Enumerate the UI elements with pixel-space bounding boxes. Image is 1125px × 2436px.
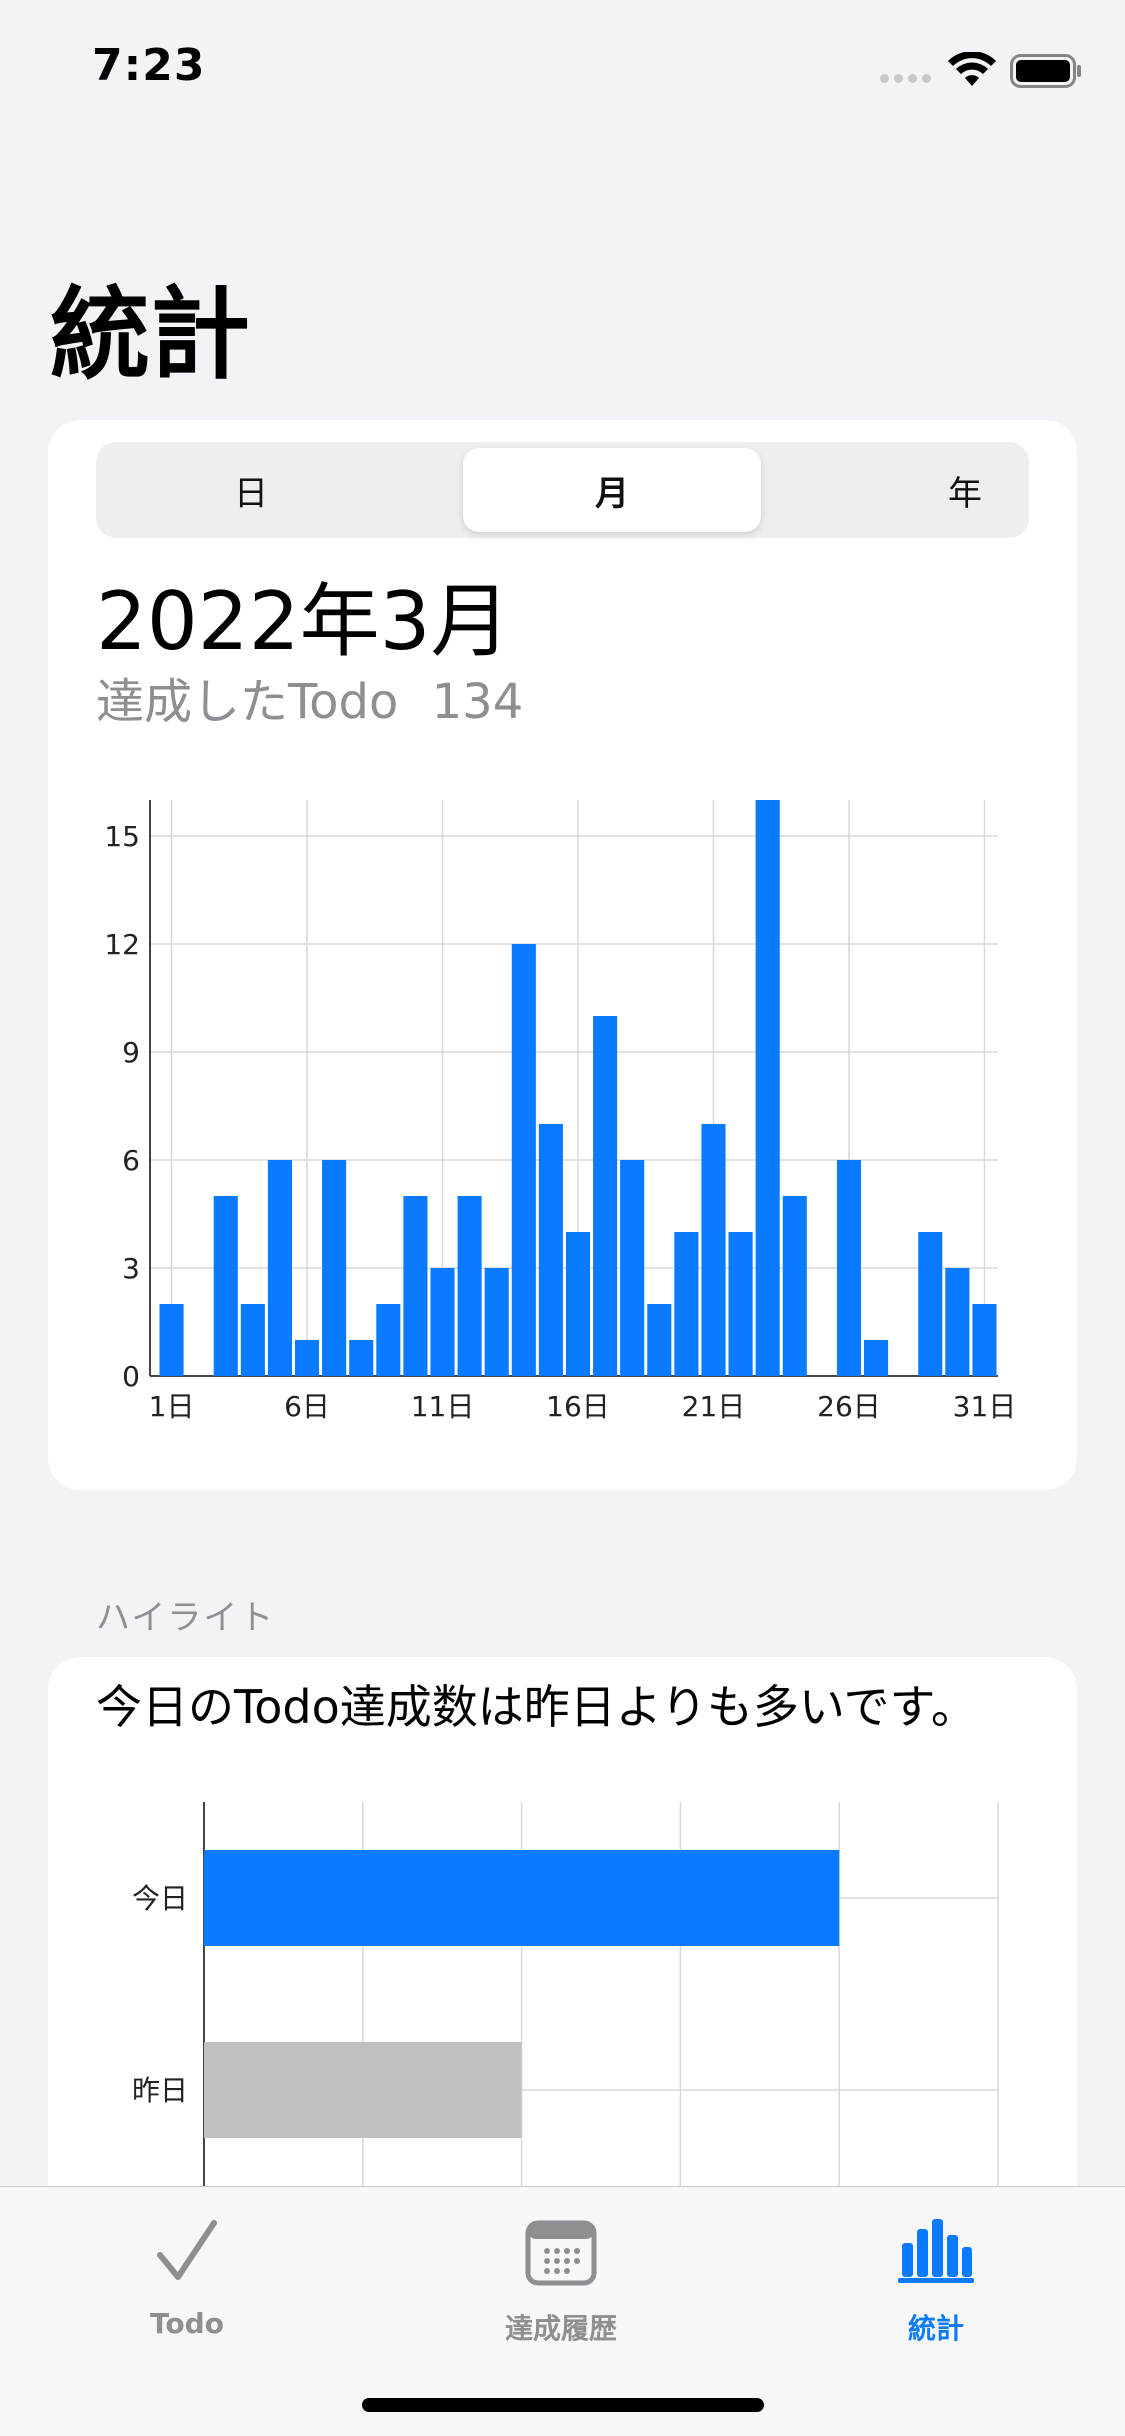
- highlight-message: 今日のTodo達成数は昨日よりも多いです。: [96, 1680, 977, 1734]
- tab-history[interactable]: 達成履歴: [461, 2207, 661, 2357]
- tab-stats[interactable]: 統計: [836, 2207, 1036, 2357]
- bar-21日: [701, 1124, 726, 1376]
- page-title: 統計: [50, 276, 250, 393]
- x-tick-label: 31日: [953, 1390, 1017, 1423]
- battery-icon: [1010, 54, 1081, 88]
- bar-30日: [945, 1268, 970, 1376]
- bar-7日: [322, 1160, 347, 1376]
- bar-1日: [159, 1304, 184, 1376]
- chart-bar-icon: [898, 2219, 974, 2283]
- bar-17日: [593, 1016, 618, 1376]
- category-label: 昨日: [132, 2074, 188, 2107]
- segment-month[interactable]: 月: [463, 448, 761, 532]
- bar-24日: [782, 1196, 807, 1376]
- x-tick-label: 26日: [817, 1390, 881, 1423]
- cellular-signal-icon: [880, 74, 931, 83]
- bar-13日: [484, 1268, 509, 1376]
- bar-11日: [430, 1268, 455, 1376]
- bar-26日: [836, 1160, 862, 1376]
- period-segmented-control: 日 月 年: [96, 442, 1029, 538]
- month-title: 2022年3月: [96, 575, 511, 668]
- y-tick-label: 0: [122, 1360, 140, 1393]
- calendar-icon: [525, 2220, 597, 2286]
- category-label: 今日: [132, 1882, 188, 1915]
- achieved-summary: 達成したTodo 134: [96, 672, 523, 732]
- x-tick-label: 21日: [682, 1390, 746, 1423]
- tab-stats-label: 統計: [907, 2312, 964, 2345]
- status-bar: 7:23: [0, 0, 1125, 140]
- achieved-count: 134: [431, 674, 524, 730]
- achieved-label: 達成したTodo: [96, 674, 399, 730]
- bar-6日: [294, 1340, 320, 1376]
- bar-20日: [674, 1232, 699, 1376]
- home-indicator: [362, 2398, 764, 2412]
- bar-23日: [755, 800, 780, 1376]
- y-tick-label: 6: [122, 1144, 140, 1177]
- monthly-stats-card: 日 月 年 2022年3月 達成したTodo 134 0 3 6 9 12 15 1日 6日 1…: [48, 420, 1077, 1490]
- status-time: 7:23: [92, 40, 206, 91]
- bar-10日: [403, 1196, 428, 1376]
- tab-bar: Todo 達成履歴 統計: [0, 2186, 1125, 2436]
- bar-12日: [457, 1196, 482, 1376]
- y-tick-label: 3: [122, 1252, 140, 1285]
- checkmark-icon: [157, 2220, 217, 2280]
- y-tick-label: 12: [104, 928, 140, 961]
- bar-27日: [864, 1340, 889, 1376]
- bar-today: [204, 1850, 840, 1946]
- bar-15日: [538, 1124, 563, 1376]
- bar-9日: [376, 1304, 401, 1376]
- tab-todo-label: Todo: [150, 2307, 224, 2340]
- tab-history-label: 達成履歴: [504, 2312, 617, 2345]
- bar-16日: [565, 1232, 591, 1376]
- segment-year[interactable]: 年: [948, 473, 982, 514]
- bar-19日: [647, 1304, 672, 1376]
- tab-todo[interactable]: Todo: [87, 2207, 287, 2357]
- bar-8日: [349, 1340, 374, 1376]
- bar-18日: [620, 1160, 645, 1376]
- bar-yesterday: [204, 2042, 522, 2138]
- bar-31日: [972, 1304, 997, 1376]
- bar-14日: [511, 944, 536, 1376]
- x-tick-label: 11日: [411, 1390, 475, 1423]
- bar-3日: [213, 1196, 238, 1376]
- bar-5日: [267, 1160, 292, 1376]
- bar-22日: [728, 1232, 753, 1376]
- bar-4日: [240, 1304, 265, 1376]
- wifi-icon: [948, 52, 996, 86]
- x-tick-label: 6日: [284, 1390, 330, 1423]
- y-tick-label: 9: [122, 1036, 140, 1069]
- bar-29日: [918, 1232, 943, 1376]
- x-tick-label: 16日: [546, 1390, 610, 1423]
- segment-day[interactable]: 日: [234, 473, 268, 514]
- monthly-bar-chart: 0 3 6 9 12 15 1日 6日 11日 16日 21日 26日 31日: [104, 800, 1017, 1423]
- y-tick-label: 15: [104, 820, 140, 853]
- highlight-section-title: ハイライト: [96, 1598, 276, 1638]
- x-tick-label: 1日: [149, 1390, 195, 1423]
